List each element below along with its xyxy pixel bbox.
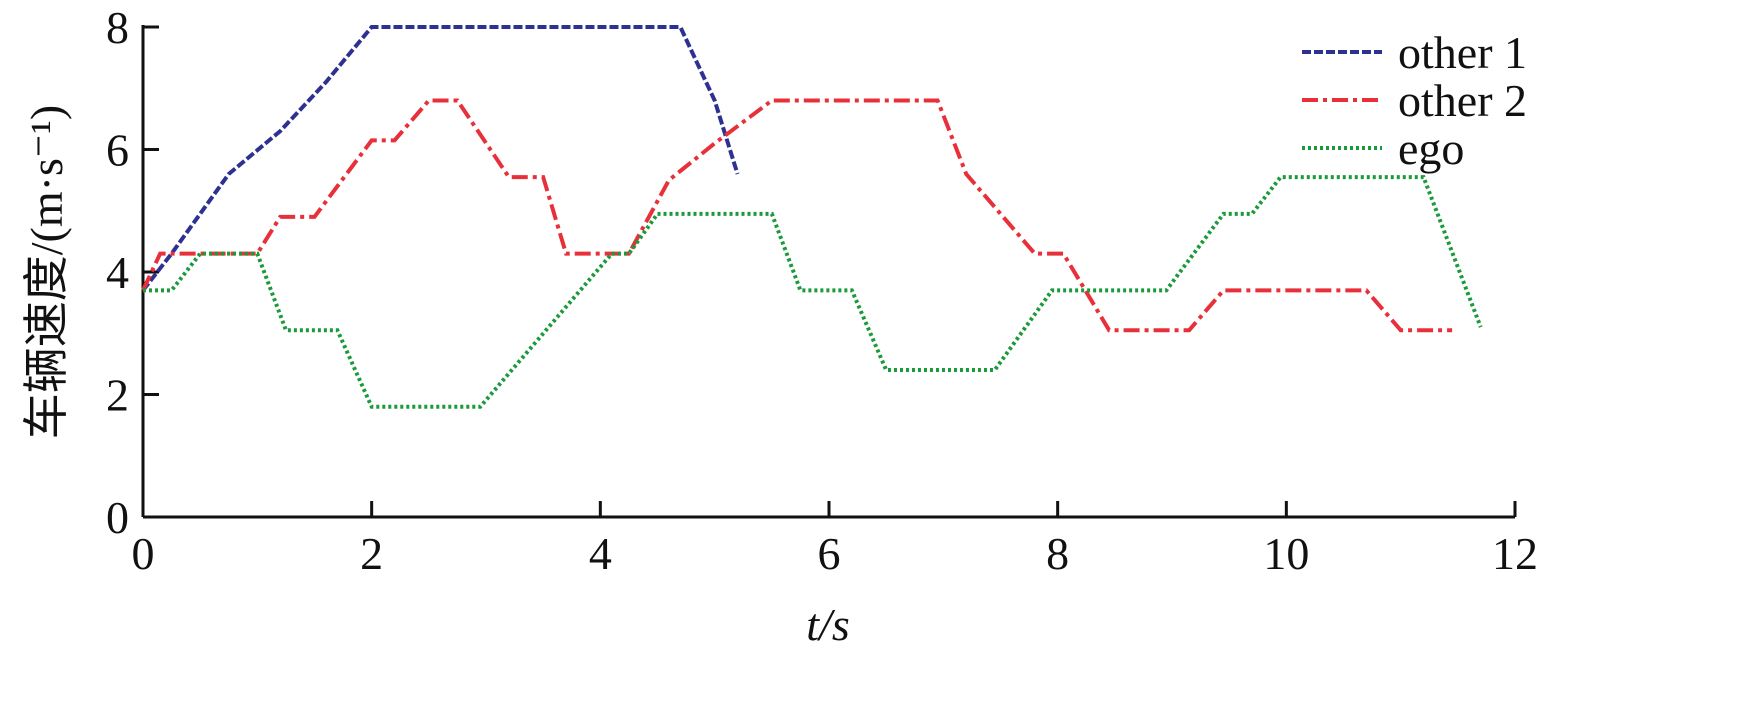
series-line [143,175,1483,409]
x-tick-label: 0 [132,528,155,579]
x-tick-label: 8 [1046,528,1069,579]
y-axis-label: 车辆速度/(m·s⁻¹) [21,105,72,440]
y-tick-label: 6 [106,125,129,176]
y-tick-label: 0 [106,492,129,543]
legend-label: other 2 [1398,75,1527,126]
x-tick-label: 2 [360,528,383,579]
y-tick-label: 4 [106,247,129,298]
legend-label: other 1 [1398,27,1527,78]
x-axis-label: t/s [806,599,849,650]
series-line [141,25,740,292]
legend-label: ego [1398,123,1464,174]
x-tick-label: 10 [1263,528,1309,579]
x-tick-label: 4 [589,528,612,579]
x-tick-label: 6 [818,528,841,579]
y-tick-label: 2 [106,370,129,421]
series-line [141,98,1453,333]
x-tick-label: 12 [1492,528,1538,579]
y-tick-label: 8 [106,2,129,53]
